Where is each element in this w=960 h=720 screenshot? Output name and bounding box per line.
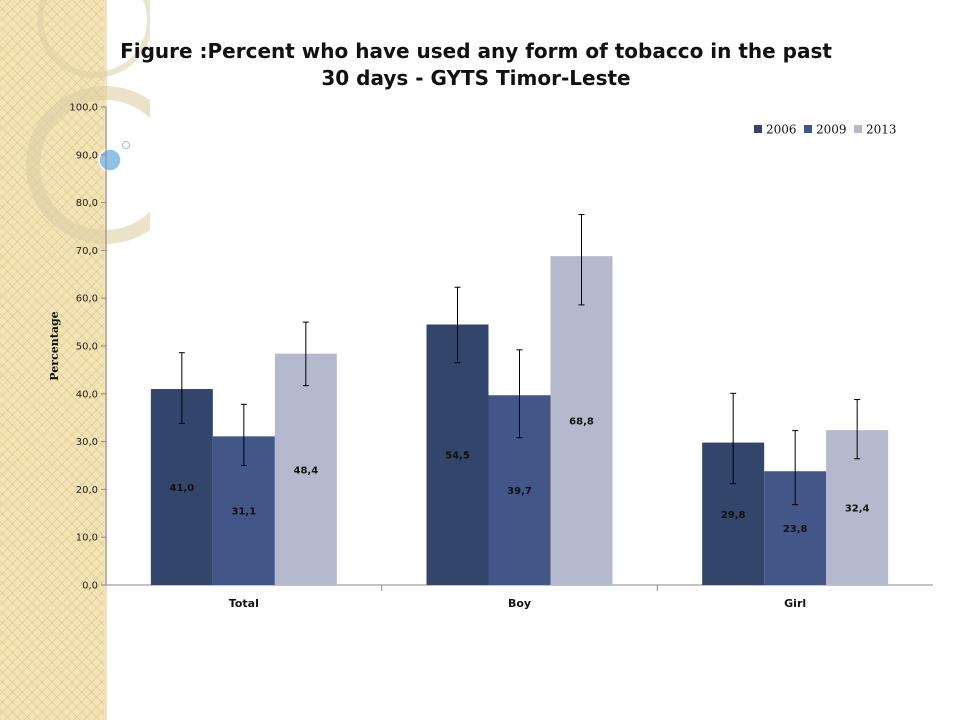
x-tick-label: Boy: [508, 597, 531, 610]
y-tick-label: 10,0: [76, 533, 98, 544]
data-label: 29,8: [721, 510, 746, 521]
y-tick-label: 50,0: [76, 342, 98, 353]
data-label: 31,1: [231, 507, 256, 518]
data-label: 32,4: [845, 504, 870, 515]
slide-title-line-2: 30 days - GYTS Timor-Leste: [321, 66, 631, 90]
y-axis-title: Percentage: [48, 311, 61, 380]
plot-area: 0,0 10,0 20,0 30,0 40,0 50,0 60,0 70,0 80,0 90,0 1…: [69, 103, 933, 610]
slide-title-line-1: Figure :Percent who have used any form o…: [120, 39, 832, 63]
legend-label: 2009: [816, 123, 847, 137]
bar-2013: [274, 353, 337, 585]
y-tick-label: 20,0: [76, 485, 98, 496]
legend-label: 2006: [766, 123, 797, 137]
decorative-ring-large: [26, 86, 150, 244]
y-tick-label: 100,0: [69, 103, 98, 114]
legend-swatch: [854, 125, 862, 133]
data-label: 48,4: [293, 465, 318, 476]
x-tick-label: Total: [229, 597, 259, 610]
bar-2006: [426, 324, 489, 585]
data-label: 23,8: [783, 524, 808, 535]
decorative-small-bubble-icon: [122, 141, 130, 149]
y-tick-label: 80,0: [76, 198, 98, 209]
bar-2013: [550, 256, 613, 585]
y-tick-label: 90,0: [76, 150, 98, 161]
data-label: 41,0: [169, 483, 194, 494]
chart-legend: 2006 2009 2013: [754, 123, 897, 137]
y-tick-label: 30,0: [76, 437, 98, 448]
y-tick-label: 70,0: [76, 246, 98, 257]
legend-swatch: [754, 125, 762, 133]
y-tick-label: 40,0: [76, 389, 98, 400]
y-tick-label: 60,0: [76, 294, 98, 305]
legend-label: 2013: [866, 123, 897, 137]
y-tick-label: 0,0: [82, 581, 98, 592]
legend-swatch: [804, 125, 812, 133]
x-tick-label: Girl: [784, 597, 806, 610]
data-label: 68,8: [569, 417, 594, 428]
slide-title: Figure :Percent who have used any form o…: [106, 38, 846, 92]
data-label: 39,7: [507, 486, 532, 497]
data-label: 54,5: [445, 451, 470, 462]
y-axis-title-group: Percentage: [48, 311, 61, 380]
decorative-ring-top: [37, 0, 150, 78]
